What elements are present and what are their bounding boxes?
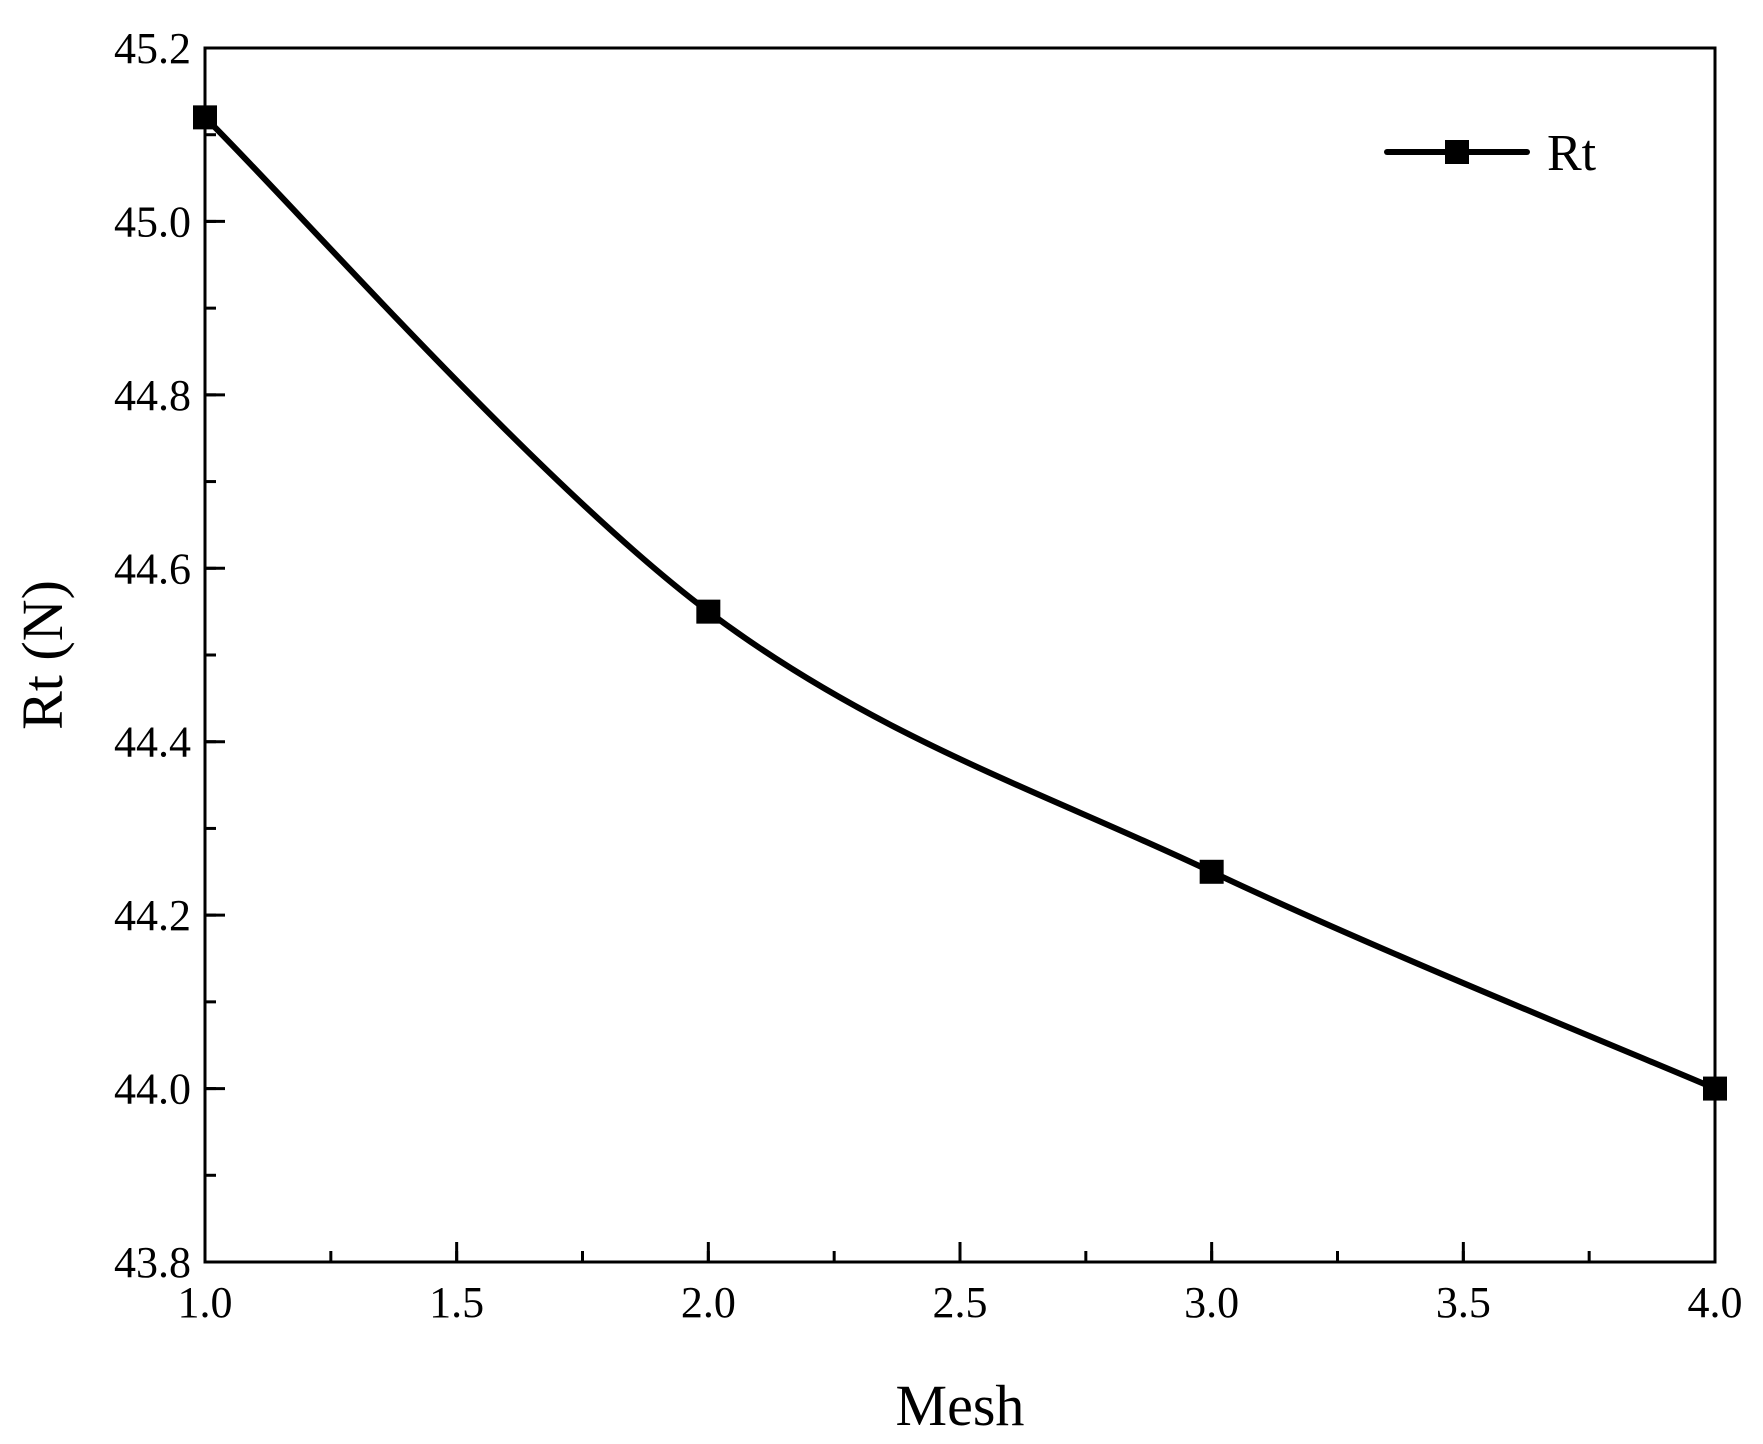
legend-marker <box>1445 140 1469 164</box>
data-point-marker <box>193 105 217 130</box>
data-point-marker <box>696 599 721 624</box>
x-tick-label: 4.0 <box>1688 1278 1743 1327</box>
x-tick-label: 3.5 <box>1436 1278 1491 1327</box>
x-tick-label: 1.0 <box>178 1278 233 1327</box>
series-line-Rt <box>202 114 1718 1092</box>
y-tick-label: 44.4 <box>114 718 191 767</box>
data-point-marker <box>1199 859 1224 884</box>
y-tick-label: 44.8 <box>114 371 191 420</box>
y-axis: 43.8 44.0 44.2 44.4 44.6 44.8 45.0 45.2 <box>114 24 225 1287</box>
x-tick-label: 2.0 <box>681 1278 736 1327</box>
y-tick-label: 44.2 <box>114 891 191 940</box>
plot-frame <box>203 46 1717 1264</box>
data-point-marker <box>1703 1076 1727 1101</box>
y-axis-title: Rt (N) <box>10 580 75 730</box>
legend-label: Rt <box>1547 125 1597 182</box>
y-tick-label: 45.0 <box>114 197 191 246</box>
legend: Rt <box>1384 125 1597 182</box>
y-tick-label: 44.6 <box>114 544 191 593</box>
y-tick-label: 44.0 <box>114 1065 191 1114</box>
x-axis: 1.0 1.5 2.0 2.5 3.0 3.5 4.0 <box>178 1242 1743 1327</box>
y-tick-label: 45.2 <box>114 24 191 73</box>
series-layer <box>193 105 1727 1101</box>
y-tick-label: 43.8 <box>114 1238 191 1287</box>
x-tick-label: 2.5 <box>933 1278 988 1327</box>
x-tick-label: 1.5 <box>429 1278 484 1327</box>
plot-border <box>203 46 1717 1264</box>
x-axis-title: Mesh <box>896 1373 1025 1438</box>
x-tick-label: 3.0 <box>1184 1278 1239 1327</box>
